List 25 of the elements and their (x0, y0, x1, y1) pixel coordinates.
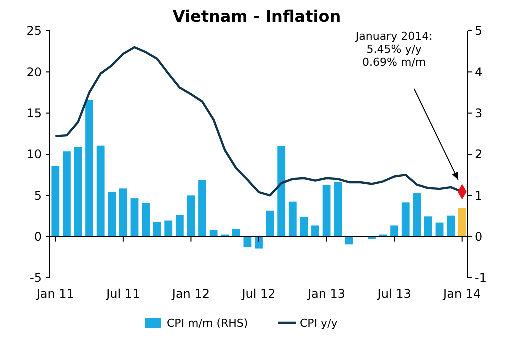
y2-tick-label: 0 (475, 230, 483, 244)
chart-title: Vietnam - Inflation (172, 7, 342, 26)
y2-tick-label: 1 (475, 188, 483, 203)
y2-tick-label: 5 (475, 24, 483, 38)
y-tick-label: 0 (34, 230, 42, 244)
y-tick-label: 5 (34, 188, 42, 203)
x-tick-label: Jul 11 (106, 287, 140, 301)
y-tick-label: 25 (26, 24, 42, 38)
x-tick-label: Jan 14 (442, 287, 482, 301)
y2-tick-label: 4 (475, 65, 483, 80)
x-tick-label: Jul 12 (241, 287, 276, 301)
y-tick-label: 10 (26, 148, 42, 162)
annotation: January 2014: 5.45% y/y 0.69% m/m (354, 30, 433, 69)
x-tick-label: Jan 13 (306, 287, 346, 301)
y2-tick-label: -1 (475, 271, 487, 286)
x-tick-label: Jan 12 (171, 287, 210, 301)
y-tick-label: 15 (26, 106, 42, 121)
x-tick-label: Jan 11 (36, 287, 74, 301)
y-tick-label: 20 (26, 65, 42, 80)
y-tick-label: -5 (30, 271, 42, 286)
legend-label: CPI m/m (RHS) (167, 316, 248, 330)
legend-label: CPI y/y (300, 316, 338, 330)
y2-tick-label: 2 (475, 148, 483, 162)
y2-tick-label: 3 (475, 106, 483, 121)
x-tick-label: Jul 13 (376, 287, 412, 301)
